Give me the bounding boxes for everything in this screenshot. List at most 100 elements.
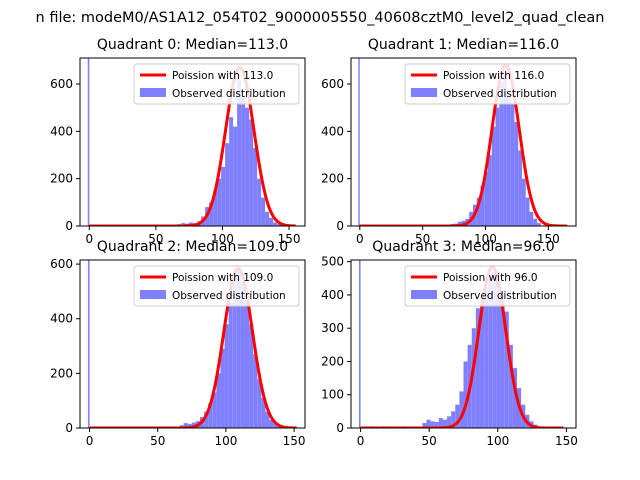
histogram-bar	[221, 166, 226, 226]
x-tick-label: 50	[150, 434, 165, 448]
histogram-bar	[484, 171, 489, 226]
histogram-bar	[209, 202, 214, 226]
y-tick-label: 200	[321, 354, 344, 368]
histogram-bar	[237, 79, 242, 226]
x-tick-label: 150	[283, 434, 306, 448]
x-tick-label: 100	[214, 434, 237, 448]
histogram-bar	[269, 419, 274, 428]
y-tick-label: 400	[50, 124, 73, 138]
histogram-bar	[491, 126, 496, 226]
y-tick-label: 600	[321, 77, 344, 91]
histogram-bar	[233, 126, 238, 226]
histogram-bar	[479, 301, 485, 428]
legend: Poission with 113.0 Observed distribution	[133, 63, 300, 105]
histogram-bar	[506, 93, 511, 226]
histogram-bar	[459, 391, 464, 428]
histogram-bar	[447, 416, 452, 428]
histogram-bar	[503, 74, 507, 226]
x-tick-label: 50	[148, 232, 163, 246]
legend-bar-swatch	[140, 290, 166, 299]
x-tick-label: 150	[278, 232, 301, 246]
histogram-bar	[430, 421, 435, 428]
legend-label-poisson: Poission with 109.0	[172, 272, 273, 284]
histogram-bar	[216, 373, 221, 428]
histogram-bar	[488, 274, 493, 428]
axes-frame	[350, 259, 577, 429]
subplot-title: Quadrant 2: Median=109.0	[97, 239, 288, 255]
histogram-bar	[438, 418, 443, 428]
histogram-bar	[269, 217, 274, 226]
histogram-bar	[249, 324, 254, 428]
y-tick-label: 200	[50, 172, 73, 186]
histogram-bar	[249, 119, 254, 226]
y-tick-label: 300	[321, 321, 344, 335]
histogram-bar	[261, 197, 266, 226]
histogram-bar	[229, 117, 234, 226]
poisson-curve	[89, 65, 296, 226]
figure-suptitle: n file: modeM0/AS1A12_054T02_9000005550_…	[36, 10, 605, 26]
subplot-quadrant-1: 0 50 100 150 0 200 400 600 Quadrant 1: Median=11…	[321, 37, 577, 246]
spike-bar	[87, 260, 90, 428]
plot-area	[358, 260, 564, 428]
histogram-bar	[220, 348, 225, 428]
histogram-bar	[496, 281, 501, 428]
histogram-bar	[224, 324, 229, 428]
axes-frame	[350, 57, 577, 227]
histogram-bar	[273, 222, 278, 226]
histogram-bar	[434, 422, 439, 428]
legend-label-observed: Observed distribution	[172, 290, 286, 302]
histogram-bar	[245, 299, 250, 428]
spike-bar	[358, 58, 360, 226]
spike-bar	[87, 58, 90, 226]
y-tick-label: 400	[321, 124, 344, 138]
legend-label-poisson: Poission with 116.0	[443, 70, 544, 82]
histogram-bar	[451, 411, 456, 428]
histogram-bar	[529, 211, 534, 226]
subplot-title: Quadrant 0: Median=113.0	[97, 37, 288, 53]
x-tick-label: 0	[356, 232, 364, 246]
legend-label-poisson: Poission with 113.0	[172, 70, 273, 82]
histogram-bar	[512, 368, 518, 428]
histogram-bar	[257, 378, 262, 428]
histogram-bar	[492, 271, 497, 428]
histogram-bar	[525, 197, 530, 226]
legend-box	[404, 63, 571, 105]
histogram-bar	[471, 328, 476, 428]
x-tick-label: 150	[537, 232, 560, 246]
histogram-bar	[533, 218, 538, 226]
poisson-curve	[89, 266, 297, 428]
plot-area	[358, 58, 568, 226]
plot-area	[87, 260, 297, 428]
legend-label-observed: Observed distribution	[172, 88, 286, 100]
histogram-bar	[212, 392, 217, 428]
histogram-bar	[253, 147, 258, 226]
y-tick-label: 0	[336, 219, 344, 233]
histogram-bar	[204, 411, 209, 428]
histogram-bar	[455, 404, 460, 428]
histogram-bar	[257, 178, 262, 226]
y-tick-label: 500	[321, 255, 344, 269]
histogram-bar	[426, 419, 431, 428]
histogram-bar	[475, 308, 480, 428]
x-tick-label: 0	[86, 434, 94, 448]
legend: Poission with 116.0 Observed distribution	[404, 63, 571, 105]
legend-bar-swatch	[411, 290, 437, 299]
legend-box	[404, 265, 571, 307]
histogram-bar	[187, 423, 192, 428]
histogram-bar	[476, 197, 481, 226]
x-tick-label: 150	[555, 434, 578, 448]
x-tick-label: 50	[422, 434, 437, 448]
subplot-grid: 0 50 100 150 0 200 400 600 Quadrant 0: Median=11…	[50, 37, 578, 448]
spike-bar	[358, 260, 361, 428]
x-tick-label: 100	[486, 434, 509, 448]
subplot-quadrant-0: 0 50 100 150 0 200 400 600 Quadrant 0: Median=11…	[50, 37, 306, 246]
poisson-curve	[360, 265, 564, 428]
y-tick-label: 600	[50, 257, 73, 271]
axes-frame	[79, 259, 306, 429]
y-tick-label: 600	[50, 77, 73, 91]
x-tick-label: 50	[415, 232, 430, 246]
x-tick-label: 100	[211, 232, 234, 246]
histogram-bar	[484, 288, 489, 428]
x-tick-label: 0	[85, 232, 93, 246]
histogram-bar	[499, 81, 504, 226]
